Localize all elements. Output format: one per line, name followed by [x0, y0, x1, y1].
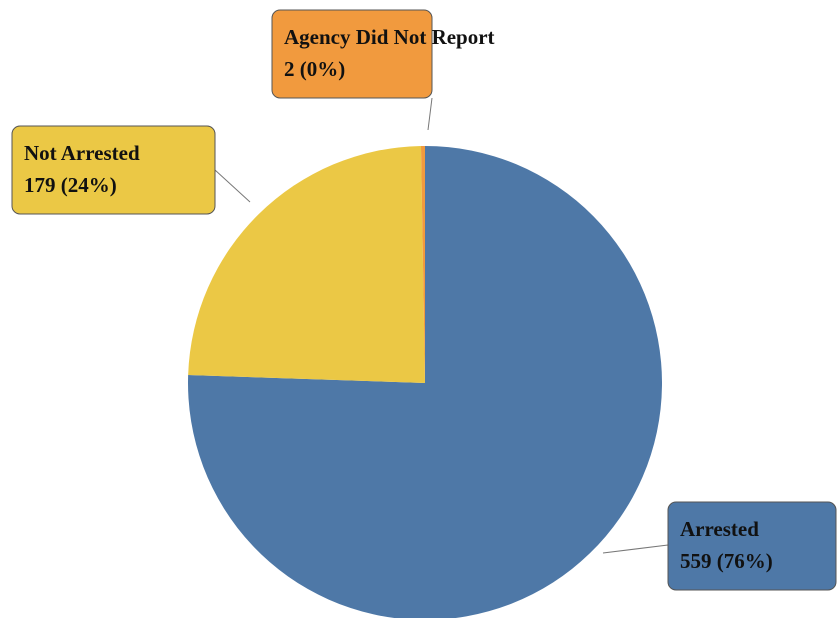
category-label: Not Arrested: [24, 141, 140, 165]
label-box: [667, 501, 837, 591]
label-box: [11, 125, 216, 215]
value-label: 559 (76%): [680, 549, 773, 573]
leader-line: [602, 544, 669, 554]
category-label: Agency Did Not Report: [284, 25, 495, 49]
pie-slice: [188, 146, 425, 383]
value-label: 179 (24%): [24, 173, 117, 197]
value-label: 2 (0%): [284, 57, 345, 81]
category-label: Arrested: [680, 517, 759, 541]
label-box: [271, 9, 433, 99]
leader-line: [427, 97, 433, 131]
pie-slice: [420, 146, 425, 383]
pie-slice: [188, 146, 662, 618]
leader-line: [214, 169, 251, 203]
